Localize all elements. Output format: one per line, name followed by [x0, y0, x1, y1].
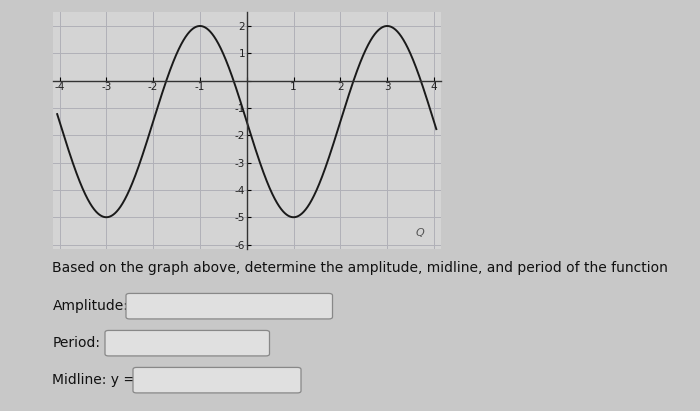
Text: Q: Q	[415, 229, 424, 238]
Text: Period:: Period:	[52, 336, 101, 350]
Text: Based on the graph above, determine the amplitude, midline, and period of the fu: Based on the graph above, determine the …	[52, 261, 668, 275]
Text: Amplitude:: Amplitude:	[52, 299, 128, 313]
Text: Midline: y =: Midline: y =	[52, 373, 136, 387]
